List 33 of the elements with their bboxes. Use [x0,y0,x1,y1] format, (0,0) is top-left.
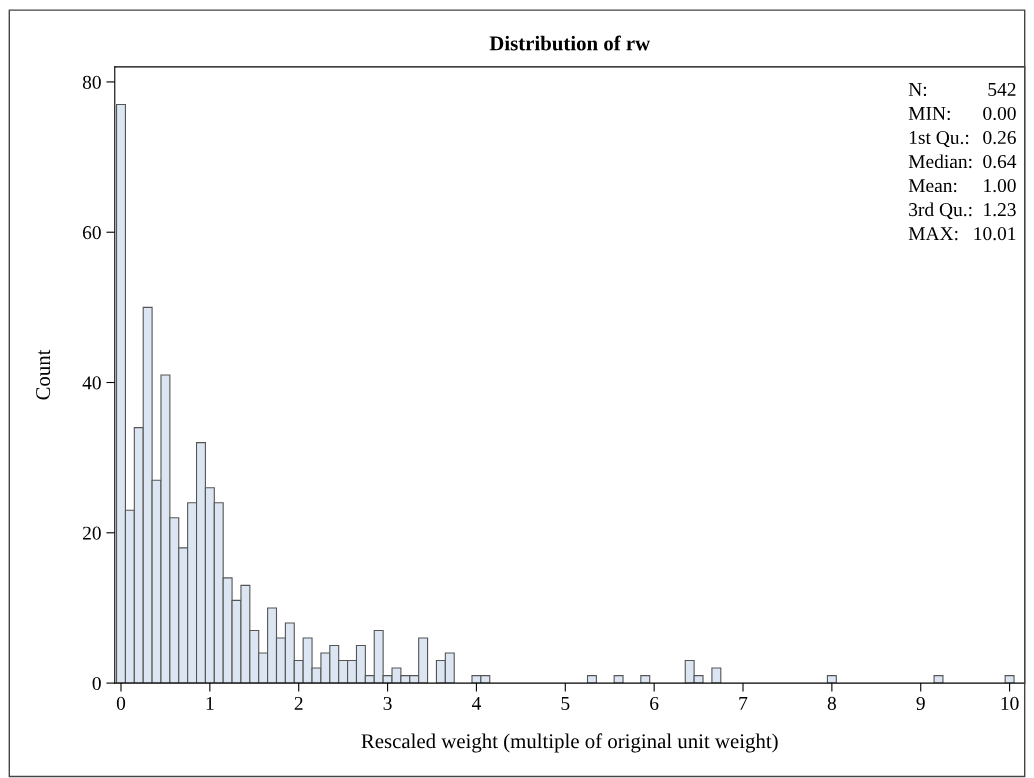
annotation: 10.01 [974,227,1016,241]
x-tick-label: 5 [561,697,570,710]
x-tick-label: 9 [916,696,925,710]
y-tick-label: 80 [82,75,101,89]
x-tick-label: 0 [116,696,126,710]
y-tick-label: 40 [82,376,101,390]
annotation: 0.00 [983,106,1016,121]
x-tick-label: 6 [650,696,659,710]
x-axis-title: Rescaled weight (multiple of original unit weight) [361,733,778,753]
annotation: MAX: [908,227,958,241]
annotation: MIN: [908,107,950,121]
annotation: Mean: [908,179,957,193]
y-axis-title: Count [36,349,51,400]
y-tick-label: 20 [82,526,101,540]
x-tick-label: 4 [471,696,481,710]
annotation: 0.26 [983,130,1016,145]
y-tick-label: 0 [92,676,101,691]
annotation: 3rd Qu.: [909,202,972,220]
x-tick-label: 7 [739,697,748,710]
y-tick-label: 60 [82,226,101,240]
annotation: 1st Qu.: [909,130,969,148]
x-tick-label: 3 [383,696,392,710]
annotation: Median: [908,154,972,169]
annotation: 542 [988,82,1016,96]
annotation: 1.23 [984,203,1016,217]
annotation: 0.64 [983,154,1017,169]
x-tick-label: 1 [206,696,214,710]
chart-title: Distribution of rw [489,35,651,51]
x-tick-label: 8 [827,696,836,710]
x-tick-label: 2 [294,696,303,710]
annotation: 1.00 [984,179,1016,193]
annotation: N: [908,83,927,97]
x-tick-label: 10 [1001,696,1019,710]
